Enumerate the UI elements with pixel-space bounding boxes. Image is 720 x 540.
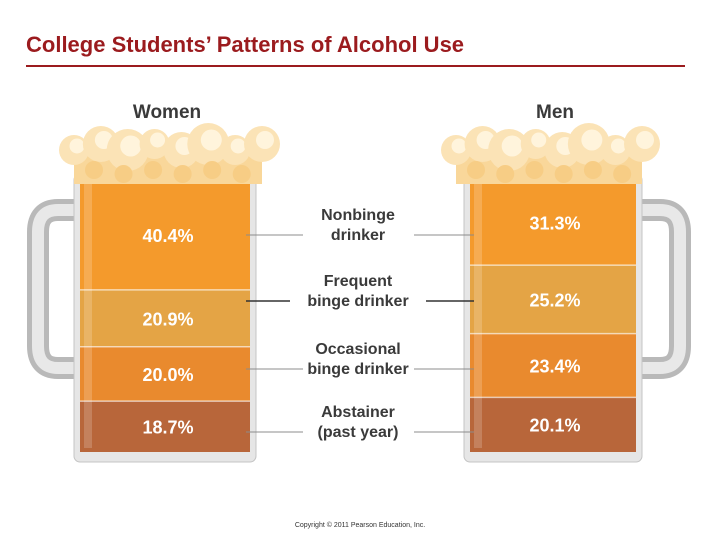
svg-text:binge drinker: binge drinker (307, 293, 408, 310)
svg-text:Abstainer: Abstainer (321, 404, 395, 421)
bar-segment-women-3 (80, 346, 250, 402)
data-label-men-2: 25.2% (529, 290, 580, 310)
svg-text:binge drinker: binge drinker (307, 361, 408, 378)
data-label-women-4: 18.7% (142, 418, 193, 438)
data-label-women-2: 20.9% (142, 309, 193, 329)
legend-entry-3: Occasional binge drinker (246, 341, 474, 378)
category-label-men: Men (536, 102, 574, 123)
data-label-women-3: 20.0% (142, 365, 193, 385)
data-label-men-3: 23.4% (529, 357, 580, 377)
bar-segment-men-2 (470, 265, 636, 334)
svg-text:Nonbinge: Nonbinge (321, 207, 395, 224)
bar-segment-men-3 (470, 333, 636, 398)
svg-text:Occasional: Occasional (315, 341, 400, 358)
copyright-notice: Copyright © 2011 Pearson Education, Inc. (294, 522, 426, 529)
bar-segment-men-1 (470, 180, 636, 266)
data-label-men-4: 20.1% (529, 416, 580, 436)
title-divider (26, 65, 685, 67)
foam-women (59, 123, 280, 184)
bar-segment-men-4 (470, 397, 636, 452)
bar-segment-women-4 (80, 401, 250, 452)
mug-handle-women (27, 199, 93, 379)
svg-text:(past year): (past year) (318, 424, 399, 441)
legend-entry-1: Nonbinge drinker (246, 207, 474, 244)
foam-men (441, 123, 660, 184)
svg-text:drinker: drinker (331, 227, 385, 244)
legend-entry-2: Frequent binge drinker (246, 273, 474, 310)
category-label-women: Women (133, 102, 201, 123)
svg-text:Frequent: Frequent (324, 273, 393, 290)
data-label-women-1: 40.4% (142, 226, 193, 246)
data-label-men-1: 31.3% (529, 214, 580, 234)
mug-handle-men (623, 199, 691, 379)
slide-title: College Students’ Patterns of Alcohol Us… (26, 32, 465, 57)
bar-segment-women-2 (80, 289, 250, 347)
legend-entry-4: Abstainer (past year) (246, 404, 474, 441)
bar-segment-women-1 (80, 180, 250, 290)
